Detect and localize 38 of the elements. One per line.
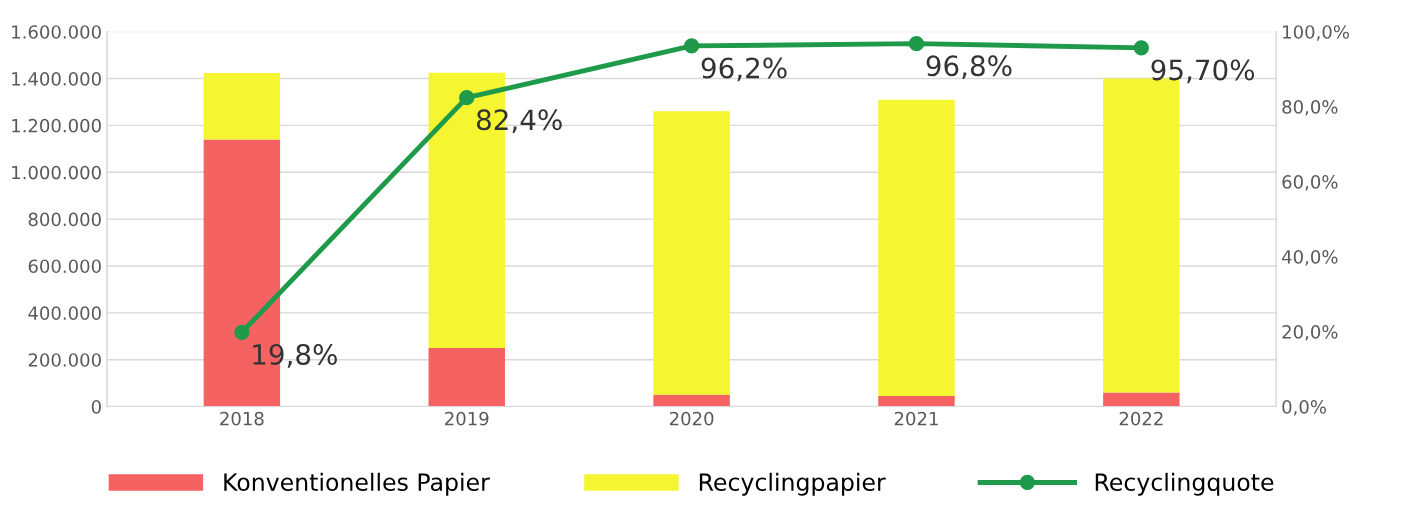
bar bbox=[653, 394, 730, 407]
x-tick-label: 2020 bbox=[669, 411, 714, 426]
y-tick-label: 1.600.000 bbox=[12, 25, 101, 39]
legend-label: Recyclingquote bbox=[1095, 472, 1274, 496]
data-label: 95,70% bbox=[1151, 59, 1255, 84]
point bbox=[683, 38, 700, 54]
data-label: 96,8% bbox=[926, 55, 1012, 80]
y2-tick-label: 100,0% bbox=[1283, 25, 1349, 41]
y-tick-label: 400.000 bbox=[28, 306, 101, 320]
point bbox=[234, 324, 250, 340]
x-tick-label: 2018 bbox=[220, 411, 264, 426]
point bbox=[459, 90, 475, 106]
bar bbox=[878, 396, 955, 407]
y2-tick-label: 60,0% bbox=[1282, 175, 1338, 191]
y-tick-label: 0 bbox=[91, 400, 101, 414]
bar bbox=[653, 111, 730, 395]
data-label: 96,2% bbox=[701, 57, 787, 82]
y2-tick-label: 20,0% bbox=[1282, 325, 1338, 341]
y-tick-label: 600.000 bbox=[28, 259, 101, 274]
x-tick-label: 2019 bbox=[445, 411, 489, 426]
y2-tick-label: 80,0% bbox=[1282, 100, 1338, 116]
bar bbox=[1103, 392, 1180, 407]
y-tick-label: 200.000 bbox=[28, 353, 101, 367]
legend-label: Konventionelles Papier bbox=[224, 472, 490, 496]
y2-tick-label: 40,0% bbox=[1282, 250, 1338, 266]
bar bbox=[878, 99, 955, 397]
y-tick-label: 1.400.000 bbox=[12, 72, 101, 86]
y-tick-label: 1.200.000 bbox=[12, 118, 101, 133]
y-tick-label: 1.000.000 bbox=[12, 165, 101, 180]
y2-tick-label: 0,0% bbox=[1282, 400, 1327, 416]
bar bbox=[428, 347, 505, 407]
x-tick-label: 2022 bbox=[1119, 411, 1163, 426]
point bbox=[908, 36, 925, 52]
legend-label: Recyclingpapier bbox=[699, 472, 886, 496]
y-tick-label: 800.000 bbox=[28, 212, 101, 227]
bar bbox=[203, 72, 281, 140]
point bbox=[1133, 40, 1149, 56]
x-tick-label: 2021 bbox=[894, 411, 938, 426]
